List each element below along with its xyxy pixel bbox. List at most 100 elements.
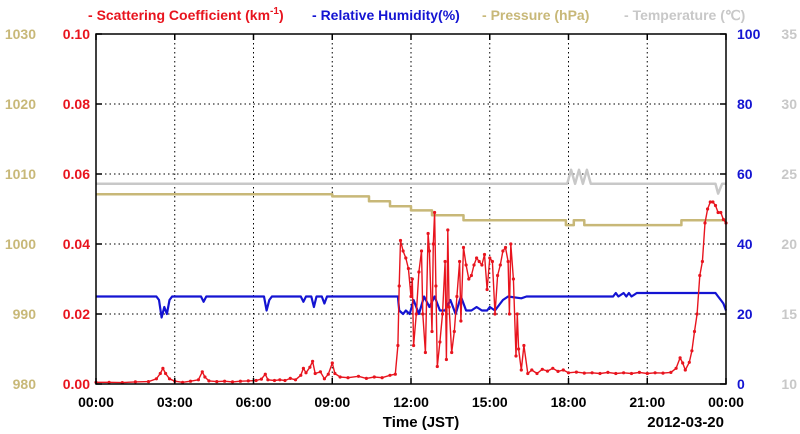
scattering-point (678, 356, 682, 360)
scattering-point (475, 256, 479, 260)
scattering-point (467, 277, 471, 281)
scattering-point (493, 312, 497, 316)
scattering-point (498, 263, 502, 267)
legend-label: Scattering Coefficient (km (97, 7, 270, 23)
scattering-point (164, 371, 168, 376)
scattering-point (435, 364, 439, 369)
scattering-point (530, 368, 534, 372)
pressure-tick-label: 1000 (5, 236, 36, 252)
scattering-point (446, 228, 450, 232)
scattering-point (703, 221, 707, 225)
x-tick-label: 00:00 (78, 394, 114, 410)
scattering-point (447, 305, 451, 309)
scattering-point (690, 349, 694, 353)
scattering-point (522, 343, 526, 348)
series-line-temperature (96, 168, 726, 195)
scattering-point (338, 375, 342, 379)
axis-ticks (95, 33, 727, 385)
chart-legend: - Scattering Coefficient (km-1) - Relativ… (88, 6, 745, 23)
scattering-point (506, 259, 510, 264)
temperature-tick-label: 30 (781, 96, 797, 112)
x-tick-label: 18:00 (551, 394, 587, 410)
x-tick-label: 09:00 (314, 394, 350, 410)
series-line-pressure (96, 193, 726, 227)
scattering-point (519, 368, 523, 372)
scattering-point (364, 376, 368, 380)
scattering-point (427, 249, 431, 253)
legend-dash: - (482, 7, 491, 23)
humidity-tick-label: 80 (737, 96, 753, 112)
scattering-point (380, 376, 384, 380)
scattering-point (188, 379, 193, 383)
scattering-point (417, 270, 421, 274)
scattering-point (404, 256, 408, 260)
scattering-point (161, 366, 165, 370)
scattering-point (622, 371, 626, 375)
scattering-point (318, 370, 322, 374)
scattering-point (311, 359, 315, 363)
scattering-point (433, 210, 437, 215)
scattering-point (683, 368, 687, 372)
scattering-point (158, 371, 162, 376)
scattering-point (181, 380, 185, 384)
scattering-tick-label: 0.00 (63, 376, 90, 392)
scattering-point (107, 380, 111, 384)
scattering-point (431, 242, 435, 246)
scattering-point (653, 371, 657, 375)
scattering-point (288, 376, 292, 380)
scattering-point (582, 371, 586, 375)
scattering-point (278, 378, 282, 382)
scattering-point (410, 277, 414, 281)
scattering-point (254, 378, 258, 383)
scattering-point (606, 370, 610, 374)
scattering-point (716, 210, 720, 215)
temperature-tick-label: 35 (781, 26, 797, 42)
scattering-point (698, 273, 702, 278)
x-tick-label: 21:00 (629, 394, 665, 410)
scattering-point (711, 200, 715, 204)
scattering-point (450, 350, 454, 355)
scattering-point (421, 312, 425, 316)
scattering-point (681, 361, 685, 365)
scattering-point (629, 371, 634, 376)
legend-item: - Scattering Coefficient (km-1) (88, 6, 284, 23)
humidity-tick-label: 0 (737, 376, 745, 392)
scattering-point (507, 312, 511, 316)
scattering-point (669, 370, 673, 374)
scattering-point (674, 366, 678, 370)
scattering-point (246, 379, 250, 383)
series-layer (94, 168, 728, 385)
legend-dash: - (312, 7, 321, 23)
scattering-point (485, 287, 489, 292)
scattering-point (458, 259, 462, 264)
scattering-point (207, 379, 211, 383)
date-label: 2012-03-20 (647, 414, 724, 431)
scattering-point (299, 373, 303, 377)
scattering-point (461, 245, 466, 250)
scattering-point (313, 371, 317, 376)
pressure-tick-label: 980 (13, 376, 37, 392)
humidity-tick-label: 100 (737, 26, 761, 42)
scattering-point (661, 371, 665, 375)
temperature-tick-label: 10 (781, 376, 797, 392)
scattering-point (304, 371, 308, 375)
scattering-point (223, 379, 227, 383)
scattering-point (459, 319, 463, 323)
scattering-point (706, 207, 710, 211)
scattering-tick-label: 0.02 (63, 306, 90, 322)
scattering-point (409, 294, 413, 299)
x-tick-label: 15:00 (472, 394, 508, 410)
scattering-point (434, 284, 438, 288)
humidity-tick-label: 20 (737, 306, 753, 322)
temperature-tick-label: 25 (781, 166, 797, 182)
scattering-point (326, 372, 330, 376)
scattering-point (393, 372, 397, 376)
pressure-tick-label: 1010 (5, 166, 36, 182)
scattering-point (440, 312, 445, 316)
scattering-point (511, 277, 515, 281)
legend-label: Relative Humidity(%) (321, 7, 460, 23)
scattering-point (692, 329, 697, 334)
scattering-point (464, 263, 468, 267)
scattering-point (346, 376, 350, 380)
